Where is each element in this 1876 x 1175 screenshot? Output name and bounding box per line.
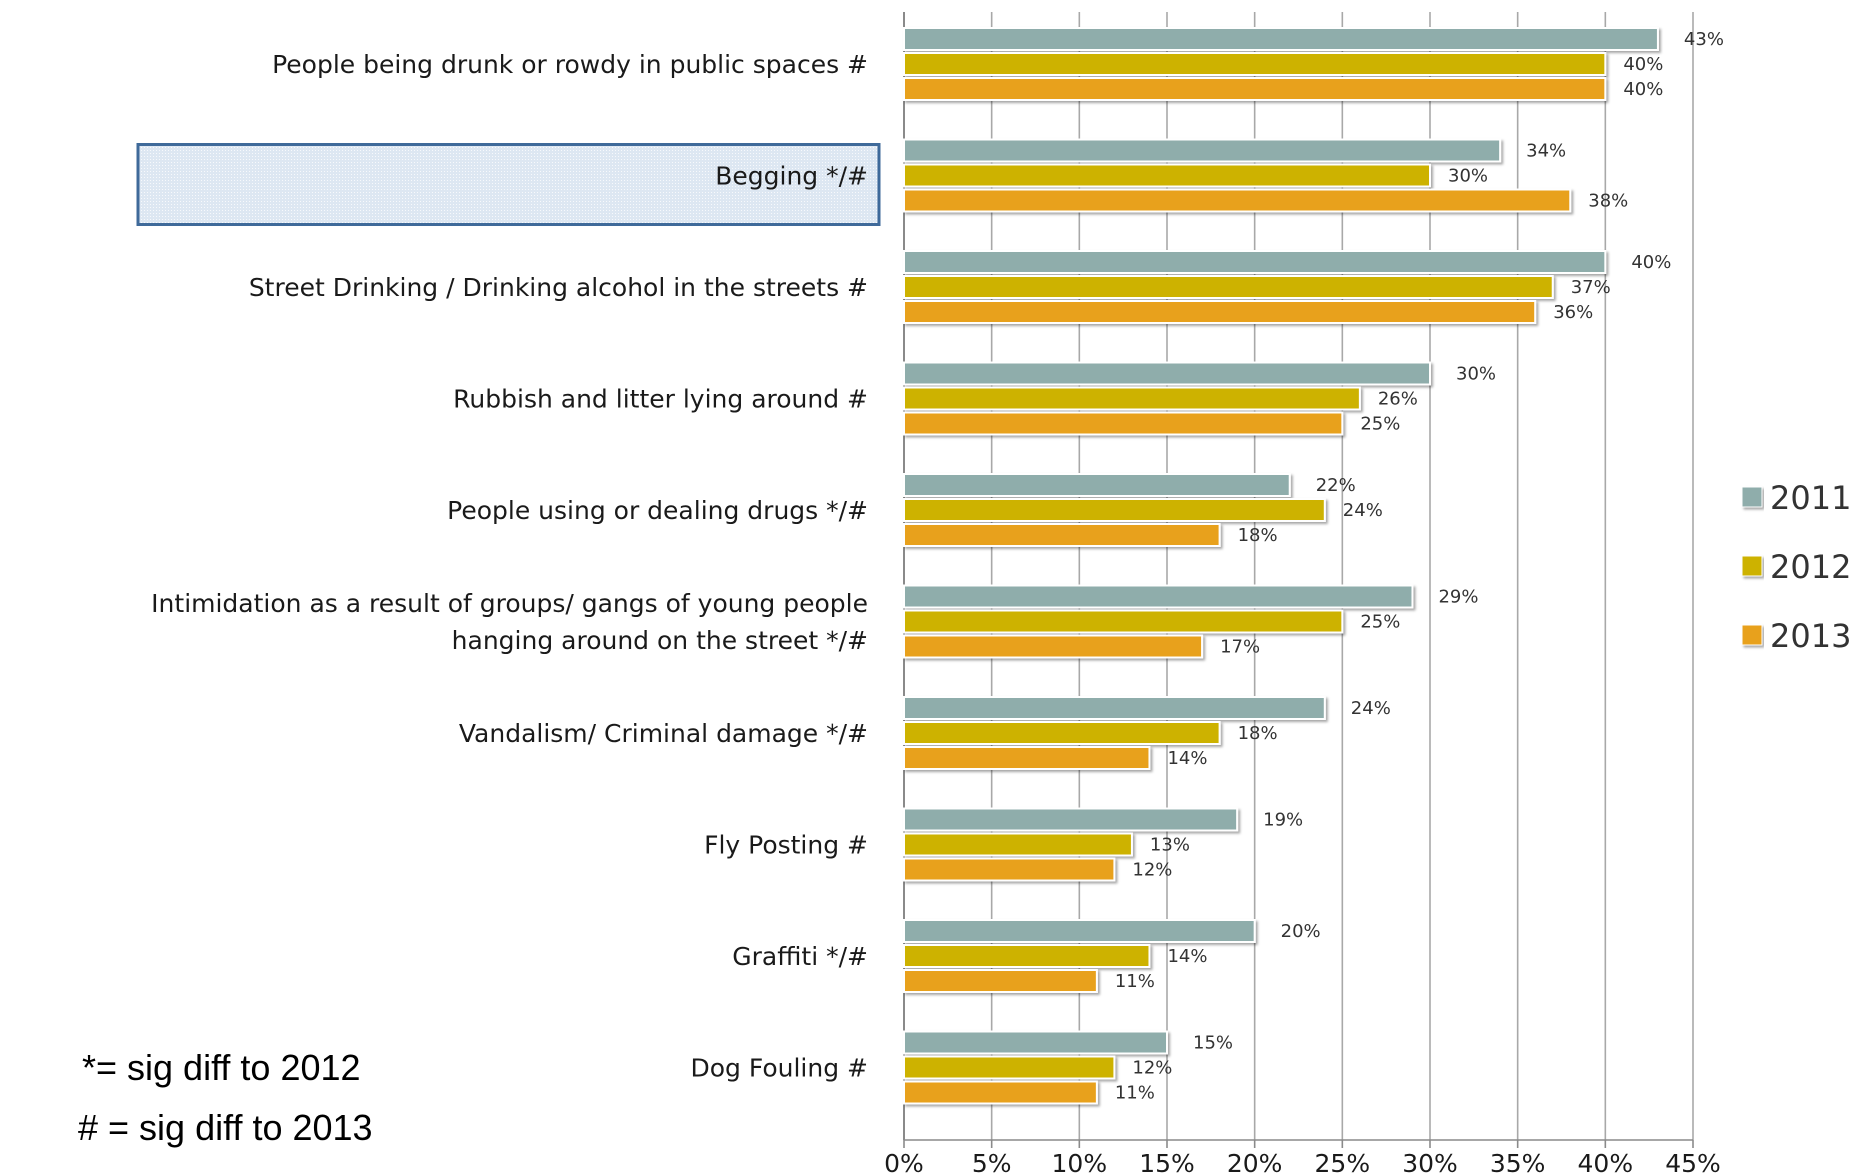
x-tick-label-40: 40%	[1578, 1149, 1634, 1175]
x-tick-label-25: 25%	[1315, 1149, 1371, 1175]
x-tick-label-15: 15%	[1139, 1149, 1195, 1175]
data-label: 24%	[1351, 698, 1391, 719]
legend-label-2011: 2011	[1770, 479, 1851, 517]
bar-2011	[903, 584, 1414, 609]
category-label: hanging around on the street */#	[452, 626, 868, 655]
bar-2013	[903, 188, 1572, 213]
bar-2012	[903, 1055, 1116, 1080]
data-label: 29%	[1438, 587, 1478, 608]
bar-2012	[903, 944, 1151, 968]
category-label: Begging */#	[715, 162, 868, 191]
axis-layer: 0% 5% 10% 15% 20% 25% 30% 35% 40% 45%	[884, 1139, 1721, 1175]
data-label: 19%	[1263, 810, 1303, 831]
bar-2013	[903, 969, 1098, 993]
data-label: 20%	[1281, 921, 1321, 942]
legend-swatch-2013	[1741, 624, 1763, 646]
x-tick-label-0: 0%	[884, 1149, 924, 1175]
labels-layer: People being drunk or rowdy in public sp…	[151, 29, 1724, 1104]
legend-label-2013: 2013	[1770, 617, 1851, 655]
data-label: 12%	[1132, 860, 1172, 881]
x-tick-label-5: 5%	[972, 1149, 1012, 1175]
data-label: 36%	[1553, 302, 1593, 323]
data-label: 12%	[1132, 1058, 1172, 1079]
bar-2011	[903, 807, 1239, 832]
data-label: 25%	[1360, 414, 1400, 435]
bar-2011	[903, 361, 1431, 386]
bar-2013	[903, 77, 1607, 101]
bar-2013	[903, 411, 1344, 436]
category-label: Graffiti */#	[732, 942, 868, 971]
data-label: 38%	[1588, 191, 1628, 212]
x-tick-label-45: 45%	[1665, 1149, 1721, 1175]
category-label: Intimidation as a result of groups/ gang…	[151, 589, 868, 618]
bar-2012	[903, 275, 1554, 299]
x-tick-label-20: 20%	[1227, 1149, 1283, 1175]
legend-label-2012: 2012	[1770, 548, 1851, 586]
category-label: Rubbish and litter lying around #	[453, 385, 868, 414]
bar-2011	[903, 138, 1502, 163]
category-label: People using or dealing drugs */#	[447, 496, 868, 525]
data-label: 11%	[1115, 1083, 1155, 1104]
note-sig-diff-2013: # = sig diff to 2013	[78, 1107, 373, 1148]
bar-2012	[903, 498, 1326, 522]
legend: 2011 2012 2013	[1741, 479, 1851, 655]
data-label: 14%	[1167, 748, 1207, 769]
highlight-box	[136, 143, 881, 226]
bar-2013	[903, 746, 1151, 770]
bar-2013	[903, 523, 1221, 547]
legend-swatch-2011	[1741, 486, 1763, 508]
bar-2011	[903, 27, 1659, 51]
data-label: 25%	[1360, 612, 1400, 633]
bar-2011	[903, 919, 1256, 943]
data-label: 17%	[1220, 637, 1260, 658]
data-label: 14%	[1167, 946, 1207, 967]
bar-2011	[903, 473, 1291, 497]
data-label: 40%	[1623, 79, 1663, 100]
data-label: 43%	[1684, 29, 1724, 50]
notes: *= sig diff to 2012 # = sig diff to 2013	[78, 1047, 373, 1148]
x-tick-label-35: 35%	[1490, 1149, 1546, 1175]
bar-2013	[903, 300, 1537, 324]
data-label: 18%	[1238, 723, 1278, 744]
x-tick-label-10: 10%	[1052, 1149, 1108, 1175]
data-label: 40%	[1623, 54, 1663, 75]
note-sig-diff-2012: *= sig diff to 2012	[82, 1047, 361, 1088]
bars-layer	[903, 27, 1659, 1105]
data-label: 26%	[1378, 389, 1418, 410]
bar-2013	[903, 857, 1116, 882]
legend-swatch-2012	[1741, 555, 1763, 577]
data-label: 30%	[1448, 166, 1488, 187]
bar-2012	[903, 386, 1361, 411]
data-label: 11%	[1115, 971, 1155, 992]
category-label: People being drunk or rowdy in public sp…	[272, 50, 868, 79]
bar-2013	[903, 1080, 1098, 1105]
bar-2012	[903, 163, 1431, 188]
bar-2012	[903, 721, 1221, 745]
category-label: Dog Fouling #	[691, 1054, 869, 1083]
data-label: 40%	[1631, 252, 1671, 273]
bar-2011	[903, 1030, 1168, 1055]
data-label: 37%	[1571, 277, 1611, 298]
data-label: 22%	[1316, 475, 1356, 496]
category-label: Street Drinking / Drinking alcohol in th…	[249, 273, 868, 302]
data-label: 13%	[1150, 835, 1190, 856]
x-tick-label-30: 30%	[1402, 1149, 1458, 1175]
category-label: Fly Posting #	[704, 831, 868, 860]
bar-2011	[903, 250, 1607, 274]
category-label: Vandalism/ Criminal damage */#	[459, 719, 868, 748]
data-label: 24%	[1343, 500, 1383, 521]
bar-2013	[903, 634, 1204, 659]
highlight-layer	[136, 143, 881, 226]
bar-2012	[903, 609, 1344, 634]
data-label: 30%	[1456, 364, 1496, 385]
data-label: 18%	[1238, 525, 1278, 546]
bar-2011	[903, 696, 1326, 720]
bar-2012	[903, 832, 1133, 857]
data-label: 34%	[1526, 141, 1566, 162]
bar-2012	[903, 52, 1607, 76]
data-label: 15%	[1193, 1033, 1233, 1054]
